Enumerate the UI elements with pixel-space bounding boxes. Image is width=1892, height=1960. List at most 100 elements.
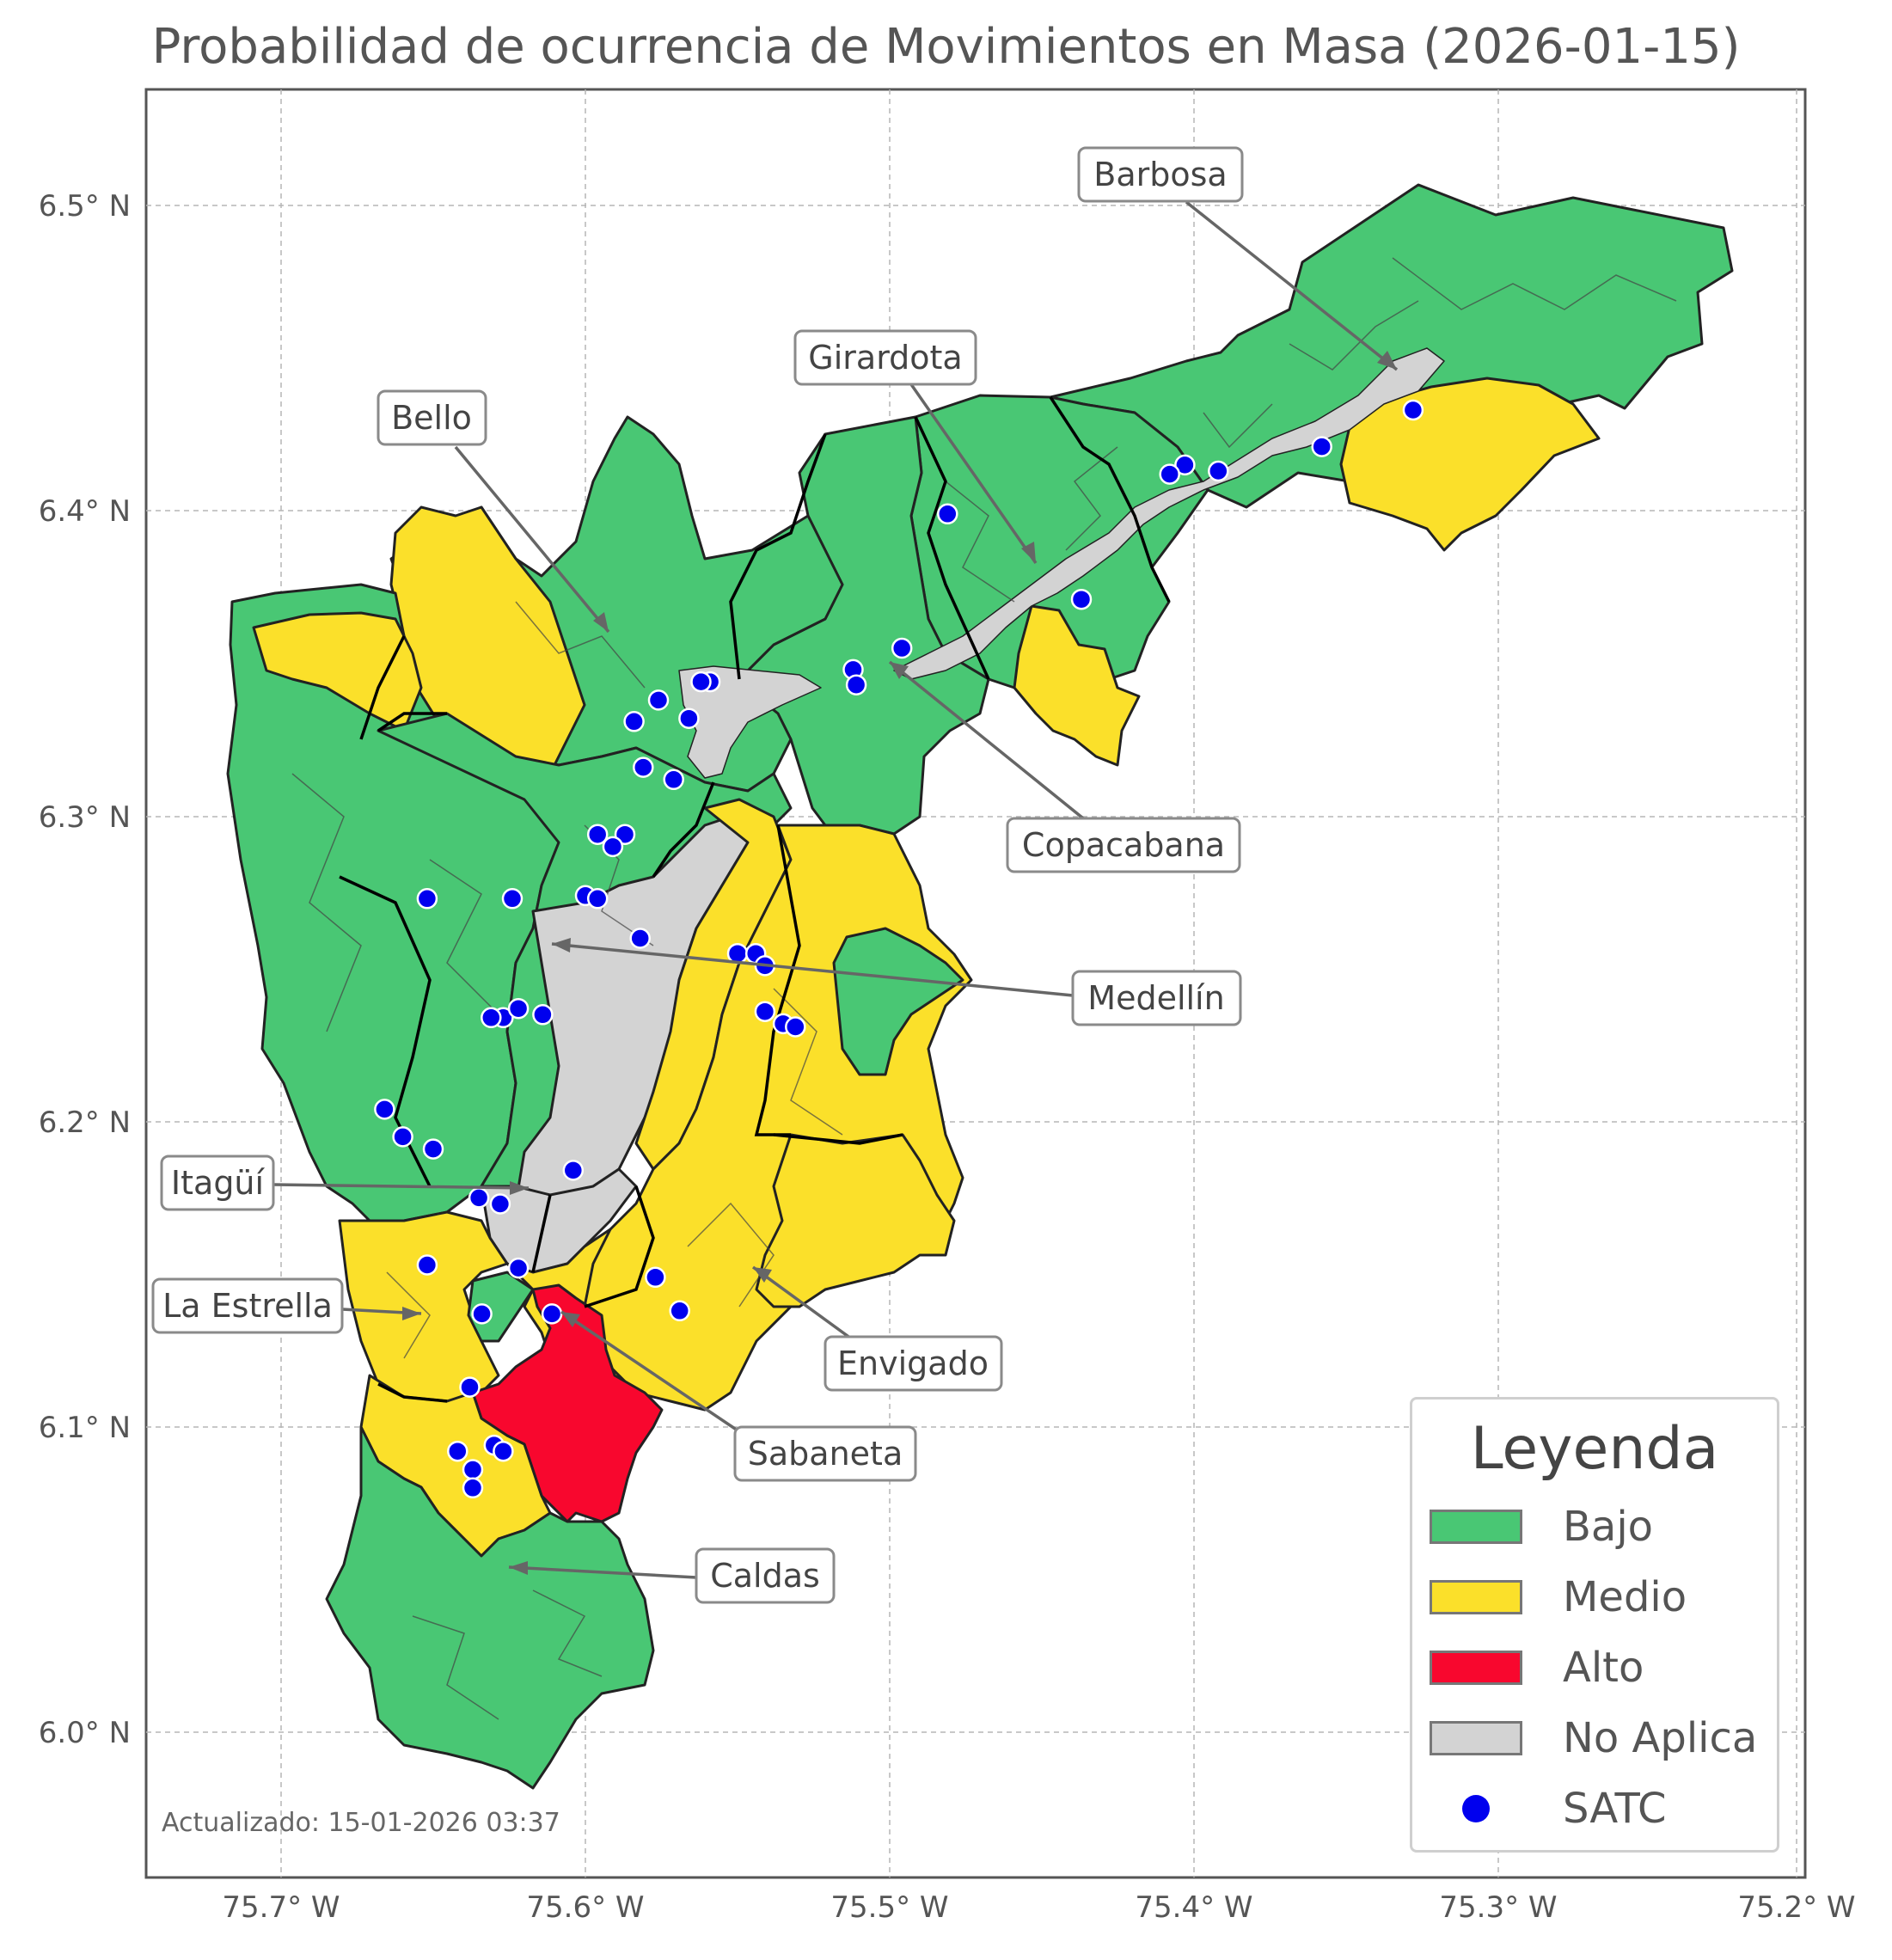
callout-itagui: Itagüí [160, 1155, 275, 1211]
callout-girardota: Girardota [793, 329, 977, 386]
callout-envigado: Envigado [824, 1335, 1003, 1392]
satc-station-marker [785, 1016, 806, 1038]
satc-station-marker [471, 1303, 493, 1325]
callout-label: Envigado [837, 1344, 989, 1382]
satc-station-marker [845, 674, 867, 695]
satc-station-marker [374, 1099, 395, 1120]
legend-swatch [1430, 1580, 1522, 1614]
satc-station-marker [481, 1007, 502, 1029]
legend-title: Leyenda [1470, 1415, 1719, 1483]
satc-station-marker [647, 689, 670, 711]
satc-station-marker [669, 1300, 690, 1322]
region-envigado-bajo [832, 927, 964, 1076]
legend-item-medio: Medio [1430, 1571, 1773, 1623]
legend-item-alto: Alto [1430, 1642, 1773, 1694]
axis-y: 6.5° N 6.4° N 6.3° N 6.2° N 6.1° N 6.0° … [39, 189, 131, 1750]
callout-label: Medellín [1087, 979, 1224, 1017]
satc-dot-icon [1462, 1795, 1490, 1822]
callout-sabaneta: Sabaneta [733, 1425, 917, 1482]
callout-label: Itagüí [171, 1164, 266, 1202]
y-tick-label: 6.2° N [39, 1106, 131, 1140]
satc-station-marker [1159, 463, 1180, 485]
satc-station-marker [532, 1004, 554, 1026]
satc-station-marker [754, 1001, 776, 1022]
region-caldas [325, 1425, 655, 1790]
satc-station-marker [489, 1193, 511, 1215]
callout-barbosa: Barbosa [1077, 146, 1244, 203]
legend-item-no-aplica: No Aplica [1430, 1712, 1773, 1764]
satc-station-marker [937, 503, 958, 525]
y-tick-label: 6.0° N [39, 1716, 131, 1750]
satc-station-marker [633, 756, 654, 778]
legend-label: No Aplica [1563, 1714, 1758, 1762]
legend-swatch [1430, 1721, 1522, 1755]
municipal-boundaries [339, 396, 1171, 1403]
x-tick-label: 75.5° W [830, 1890, 948, 1925]
leader-arrowheads [402, 351, 1397, 1575]
region-girardota-medio [1013, 604, 1141, 767]
satc-station-marker [392, 1126, 413, 1148]
y-tick-label: 6.1° N [39, 1411, 131, 1445]
satc-layer [374, 399, 1424, 1499]
satc-station-marker [507, 1257, 530, 1279]
callout-caldas: Caldas [695, 1547, 836, 1604]
satc-station-marker [416, 888, 438, 910]
legend-label: Medio [1563, 1573, 1687, 1621]
legend-swatch [1430, 1510, 1522, 1544]
satc-station-marker [541, 1303, 563, 1325]
internal-boundaries [291, 257, 1677, 1720]
satc-station-marker [602, 836, 624, 858]
satc-station-marker [447, 1440, 468, 1462]
region-sabaneta-alto [471, 1283, 664, 1523]
y-tick-label: 6.3° N [39, 800, 131, 835]
region-bello-no-aplica [678, 665, 822, 779]
callout-label: Caldas [710, 1557, 820, 1595]
satc-station-marker [1402, 399, 1424, 421]
satc-station-marker [493, 1440, 514, 1462]
satc-station-marker [623, 711, 645, 732]
satc-station-marker [690, 671, 712, 693]
region-sabaneta-east [755, 1133, 956, 1308]
axis-x: 75.7° W 75.6° W 75.5° W 75.4° W 75.3° W … [222, 1890, 1855, 1925]
satc-station-marker [501, 888, 524, 910]
x-tick-label: 75.2° W [1737, 1890, 1855, 1925]
callout-label: Copacabana [1022, 826, 1225, 864]
region-west-medio [252, 611, 423, 732]
satc-station-marker [663, 769, 684, 791]
callout-medellin: Medellín [1071, 970, 1242, 1026]
y-tick-label: 6.5° N [39, 189, 131, 224]
region-barbosa-medio [1339, 377, 1601, 552]
satc-station-marker [416, 1254, 438, 1276]
map-title: Probabilidad de ocurrencia de Movimiento… [151, 19, 1741, 75]
legend-label: Bajo [1563, 1503, 1654, 1551]
satc-station-marker [586, 824, 609, 845]
satc-station-marker [678, 707, 700, 729]
satc-station-marker [1208, 460, 1229, 482]
satc-station-marker [462, 1459, 484, 1480]
callout-leaders [272, 200, 1399, 1579]
legend-item-bajo: Bajo [1430, 1501, 1773, 1553]
satc-station-marker [1174, 454, 1196, 476]
callout-bello: Bello [377, 389, 487, 446]
satc-station-marker [562, 1160, 585, 1181]
updated-timestamp: Actualizado: 15-01-2026 03:37 [162, 1808, 560, 1838]
callout-copacabana: Copacabana [1006, 817, 1241, 873]
satc-station-marker [468, 1187, 490, 1209]
x-tick-label: 75.7° W [222, 1890, 340, 1925]
x-tick-label: 75.6° W [526, 1890, 644, 1925]
region-layer [226, 183, 1734, 1790]
satc-station-marker [507, 997, 530, 1020]
satc-station-marker [1070, 588, 1093, 610]
legend: Leyenda Bajo Medio Alto No Aplica SATC [1410, 1397, 1779, 1853]
satc-station-marker [629, 928, 651, 949]
legend-item-satc: SATC [1430, 1783, 1773, 1834]
satc-station-marker [1311, 436, 1332, 457]
callout-label: Bello [391, 399, 472, 437]
callout-la-estrella: La Estrella [151, 1277, 344, 1334]
callout-label: Barbosa [1093, 156, 1227, 193]
x-tick-label: 75.4° W [1135, 1890, 1252, 1925]
satc-station-marker [645, 1266, 666, 1289]
satc-station-marker [422, 1138, 444, 1160]
satc-station-marker [459, 1376, 481, 1398]
